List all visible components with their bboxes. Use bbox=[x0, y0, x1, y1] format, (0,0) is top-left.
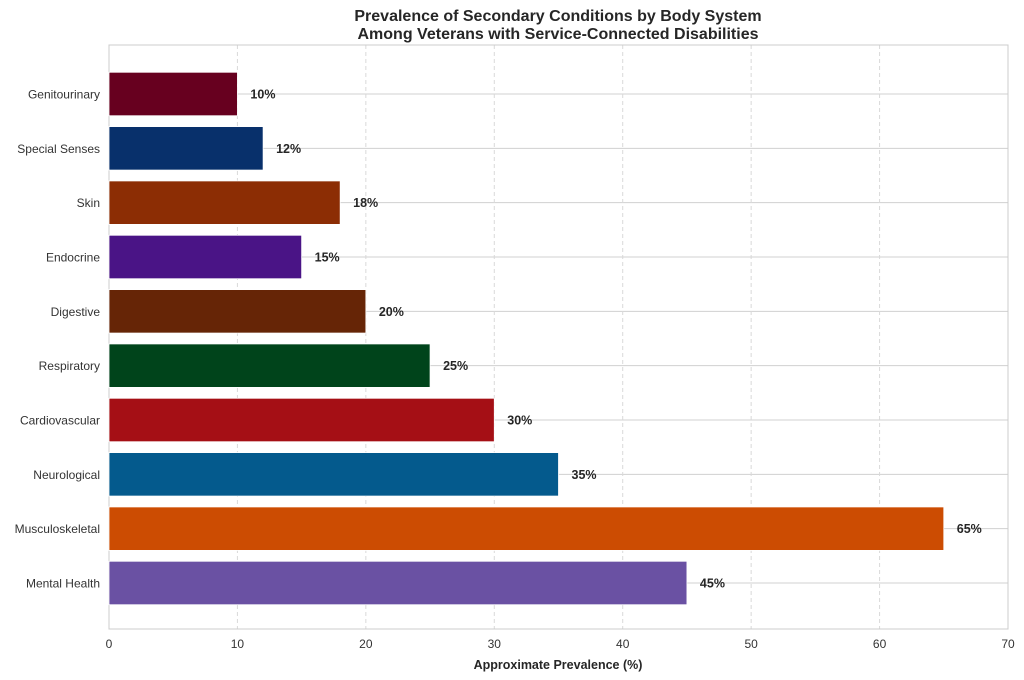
value-label: 65% bbox=[957, 522, 982, 536]
bars bbox=[108, 71, 945, 606]
y-tick-label: Musculoskeletal bbox=[15, 522, 100, 536]
bar-mental-health bbox=[108, 560, 688, 606]
x-tick-label: 50 bbox=[744, 637, 758, 651]
x-axis-label: Approximate Prevalence (%) bbox=[474, 658, 643, 672]
value-label: 20% bbox=[379, 305, 404, 319]
plot-frame bbox=[108, 44, 1009, 630]
value-label: 15% bbox=[315, 251, 340, 265]
y-tick-label: Endocrine bbox=[46, 251, 100, 265]
bar-respiratory bbox=[108, 343, 431, 388]
x-tick-label: 0 bbox=[106, 637, 113, 651]
x-tick-label: 10 bbox=[231, 637, 245, 651]
y-tick-label: Genitourinary bbox=[28, 88, 100, 102]
y-axis-tick-labels: Mental Health Musculoskeletal Neurological… bbox=[15, 88, 101, 591]
value-label: 30% bbox=[507, 414, 532, 428]
bar-neurological bbox=[108, 452, 559, 497]
x-axis-tick-labels: 0 10 20 30 40 50 60 70 bbox=[106, 637, 1015, 651]
x-tick-label: 60 bbox=[873, 637, 887, 651]
y-tick-label: Special Senses bbox=[17, 142, 100, 156]
bar-endocrine bbox=[108, 234, 303, 280]
bar-genitourinary bbox=[108, 71, 238, 117]
y-tick-label: Cardiovascular bbox=[20, 414, 100, 428]
bar-musculoskeletal bbox=[108, 506, 945, 551]
value-label: 12% bbox=[276, 142, 301, 156]
bar-special-senses bbox=[108, 126, 264, 171]
y-tick-label: Skin bbox=[77, 196, 100, 210]
value-label: 25% bbox=[443, 359, 468, 373]
value-label: 18% bbox=[353, 196, 378, 210]
bar-cardiovascular bbox=[108, 397, 495, 443]
x-tick-label: 70 bbox=[1001, 637, 1015, 651]
value-label: 35% bbox=[572, 468, 597, 482]
y-tick-label: Mental Health bbox=[26, 577, 100, 591]
bar-skin bbox=[108, 180, 341, 225]
x-tick-label: 20 bbox=[359, 637, 373, 651]
x-tick-label: 30 bbox=[488, 637, 502, 651]
bar-digestive bbox=[108, 289, 367, 334]
chart-title-line-1: Prevalence of Secondary Conditions by Bo… bbox=[354, 8, 761, 25]
value-label: 10% bbox=[250, 88, 275, 102]
y-tick-label: Respiratory bbox=[39, 359, 100, 373]
y-tick-label: Neurological bbox=[33, 468, 100, 482]
chart-title-line-2: Among Veterans with Service-Connected Di… bbox=[358, 26, 759, 43]
value-labels: 45% 65% 35% 30% 25% 20% 15% 18% 12% 10% bbox=[250, 88, 981, 591]
x-tick-label: 40 bbox=[616, 637, 630, 651]
y-tick-label: Digestive bbox=[51, 305, 101, 319]
value-label: 45% bbox=[700, 577, 725, 591]
